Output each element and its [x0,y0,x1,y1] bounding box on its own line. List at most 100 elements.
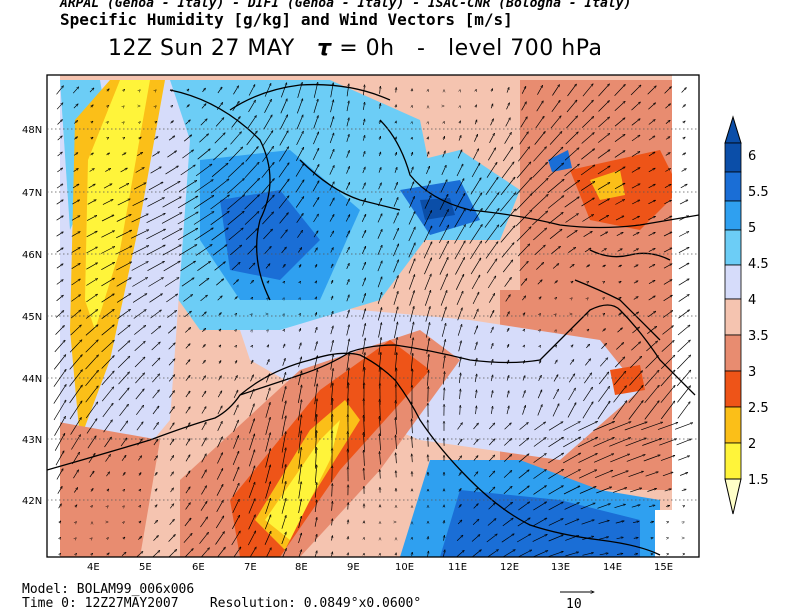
wind-vector [380,120,381,124]
wind-vector [346,325,350,336]
wind-vector [597,150,610,159]
wind-vector [265,388,270,401]
wind-vector [298,248,301,253]
wind-vector [490,375,493,382]
wind-vector [632,232,639,236]
wind-vector [74,121,77,124]
wind-vector [632,216,639,221]
wind-vector [121,455,126,462]
wind-vector [563,437,581,448]
wind-vector [648,200,655,205]
wind-vector [441,307,447,322]
wind-vector [521,86,526,94]
wind-vector [262,131,273,146]
wind-vector [53,400,66,421]
model-label: Model: [22,582,69,597]
wind-vector [101,309,115,319]
wind-vector [519,422,529,430]
wind-vector [117,309,131,319]
wind-vector [533,453,547,463]
wind-vector [665,169,670,172]
wind-vector [55,451,64,466]
wind-vector [217,406,222,415]
wind-vector [329,117,333,128]
wind-vector [165,166,179,175]
wind-vector [582,100,594,113]
wind-vector [219,345,221,347]
wind-vector [377,292,382,304]
wind-vector [614,84,626,96]
wind-vector [200,517,207,528]
wind-vector [281,498,286,514]
wind-vector [348,383,349,406]
wind-vector [519,132,529,145]
wind-vector [101,371,114,386]
wind-vector [346,101,349,112]
colorbar-label: 5.5 [748,185,769,200]
wind-vector [504,132,512,144]
wind-vector [92,506,93,507]
wind-vector [135,168,145,173]
wind-vector [314,517,317,527]
wind-vector [116,262,131,271]
wind-vector [604,298,605,299]
wind-vector [380,136,381,140]
wind-vector [295,197,304,208]
colorbar-label: 3.5 [748,329,769,344]
wind-vector [412,419,413,434]
wind-vector [454,225,466,244]
wind-vector [312,197,319,207]
wind-vector [91,121,93,123]
wind-vector [116,230,132,239]
wind-vector [601,343,606,349]
wind-vector [134,357,145,368]
wind-vector [168,534,176,542]
wind-vector [597,166,610,175]
wind-vector [363,367,364,389]
wind-vector [439,257,448,275]
wind-vector [648,216,655,221]
wind-vector [131,262,149,271]
wind-vector [244,178,259,194]
wind-vector [235,313,236,314]
wind-vector [593,437,615,447]
wind-vector [598,386,609,402]
lat-axis-labels: 48N 47N 46N 45N 44N 43N 42N [22,125,42,507]
wind-vector [202,344,206,348]
wind-vector [202,88,206,93]
wind-vector [193,195,214,209]
wind-vector [183,295,192,302]
wind-vector [503,470,512,478]
wind-vector [86,419,97,434]
wind-vector [631,102,641,111]
wind-vector [516,534,531,543]
wind-vector [507,344,509,348]
wind-vector [363,432,365,452]
wind-vector [380,470,381,479]
wind-vector [161,213,182,224]
wind-vector [412,552,413,556]
wind-vector [548,534,564,542]
wind-vector [296,99,302,114]
wind-vector [57,136,63,141]
wind-vector [679,200,688,205]
wind-vector [488,471,495,478]
wind-vector [500,226,515,243]
wind-vector [516,162,531,179]
wind-vector [56,200,64,205]
wind-vector [184,549,194,557]
wind-vector [248,263,255,270]
wind-vector [522,296,525,301]
wind-vector [132,198,148,207]
wind-vector [683,506,685,507]
wind-vector [426,338,430,354]
wind-vector [56,103,63,110]
wind-vector [506,103,510,110]
wind-vector [517,550,532,557]
wind-vector [56,184,63,189]
wind-vector [329,165,334,175]
wind-vector [599,215,608,222]
wind-vector [54,433,65,451]
wind-vector [597,133,610,143]
wind-vector [312,164,319,176]
